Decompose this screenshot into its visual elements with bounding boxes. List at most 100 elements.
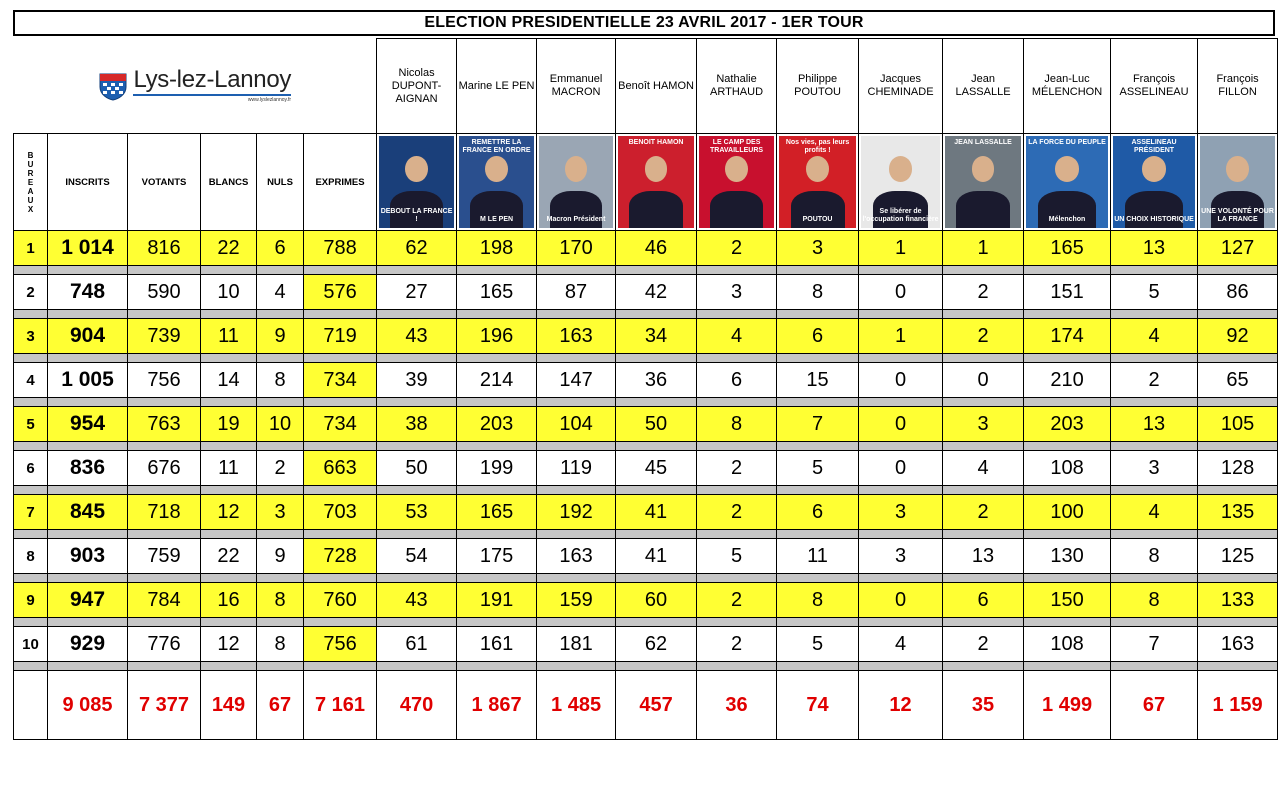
total-candidate-votes-8: 35 bbox=[942, 670, 1025, 740]
separator-cell bbox=[1023, 397, 1112, 407]
nuls-value: 8 bbox=[256, 362, 304, 398]
candidate-votes-6: 8 bbox=[776, 582, 860, 618]
total-candidate-votes-1: 470 bbox=[376, 670, 458, 740]
total-votants: 7 377 bbox=[127, 670, 201, 740]
portrait-body bbox=[470, 191, 523, 228]
separator-cell bbox=[13, 529, 48, 539]
candidate-votes-7: 1 bbox=[858, 318, 944, 354]
separator-cell bbox=[1197, 661, 1279, 671]
bureaux-letter: A bbox=[27, 186, 34, 196]
separator-cell bbox=[13, 573, 48, 583]
column-header-votants: VOTANTS bbox=[127, 133, 201, 231]
separator-cell bbox=[615, 661, 698, 671]
separator-cell bbox=[200, 661, 257, 671]
separator-cell bbox=[942, 661, 1025, 671]
separator-cell bbox=[1110, 309, 1199, 319]
separator-cell bbox=[536, 617, 617, 627]
candidate-votes-1: 62 bbox=[376, 230, 458, 266]
candidate-votes-3: 104 bbox=[536, 406, 617, 442]
candidate-votes-4: 41 bbox=[615, 538, 698, 574]
candidate-name-line: Marine LE PEN bbox=[458, 79, 535, 92]
separator-cell bbox=[200, 617, 257, 627]
separator-cell bbox=[376, 617, 458, 627]
candidate-votes-10: 8 bbox=[1110, 538, 1199, 574]
separator-cell bbox=[776, 617, 860, 627]
candidate-votes-3: 181 bbox=[536, 626, 617, 662]
total-candidate-votes-4: 457 bbox=[615, 670, 698, 740]
candidate-poster-image: REMETTRE LA FRANCE EN ORDRE M LE PEN bbox=[459, 136, 535, 228]
candidate-votes-7: 0 bbox=[858, 582, 944, 618]
candidate-poster-image: DEBOUT LA FRANCE ! bbox=[379, 136, 455, 228]
separator-cell bbox=[615, 397, 698, 407]
separator-cell bbox=[13, 441, 48, 451]
candidate-votes-6: 3 bbox=[776, 230, 860, 266]
exprimes-value: 703 bbox=[302, 494, 378, 530]
poster-caption: UNE VOLONTÉ POUR LA FRANCE bbox=[1201, 208, 1274, 223]
candidate-votes-10: 4 bbox=[1110, 494, 1199, 530]
total-inscrits: 9 085 bbox=[47, 670, 128, 740]
candidate-names-row: Lys-lez-Lannoy www.lyslezlannoy.fr Nicol… bbox=[13, 38, 1279, 134]
separator-cell bbox=[776, 573, 860, 583]
table-row: 7 845 718 12 3 703 53 165 192 41 2 6 3 2 100 4 135 bbox=[13, 494, 1279, 530]
separator-cell bbox=[302, 353, 378, 363]
portrait-head bbox=[1226, 156, 1249, 182]
portrait-body bbox=[872, 191, 929, 228]
separator-cell bbox=[456, 485, 538, 495]
votants-value: 784 bbox=[127, 582, 201, 618]
table-row: 2 748 590 10 4 576 27 165 87 42 3 8 0 2 151 5 86 bbox=[13, 274, 1279, 310]
candidate-votes-2: 199 bbox=[456, 450, 538, 486]
candidate-name-5: Nathalie ARTHAUD bbox=[696, 38, 778, 134]
exprimes-value: 788 bbox=[302, 230, 378, 266]
candidate-votes-4: 46 bbox=[615, 230, 698, 266]
candidate-votes-7: 0 bbox=[858, 274, 944, 310]
candidate-votes-7: 0 bbox=[858, 362, 944, 398]
separator-cell bbox=[1023, 441, 1112, 451]
candidate-votes-1: 54 bbox=[376, 538, 458, 574]
inscrits-value: 836 bbox=[47, 450, 128, 486]
separator-cell bbox=[456, 617, 538, 627]
portrait-body bbox=[550, 191, 602, 228]
separator-cell bbox=[1023, 573, 1112, 583]
inscrits-value: 748 bbox=[47, 274, 128, 310]
bureaux-letter: R bbox=[27, 168, 34, 178]
separator-cell bbox=[1023, 661, 1112, 671]
separator-cell bbox=[302, 265, 378, 275]
total-candidate-votes-11: 1 159 bbox=[1197, 670, 1279, 740]
portrait-head bbox=[1054, 156, 1080, 182]
candidate-votes-4: 36 bbox=[615, 362, 698, 398]
candidate-votes-8: 2 bbox=[942, 318, 1025, 354]
exprimes-value: 576 bbox=[302, 274, 378, 310]
separator-cell bbox=[942, 441, 1025, 451]
candidate-name-line: MACRON bbox=[551, 86, 601, 98]
row-separator bbox=[13, 617, 1279, 627]
separator-cell bbox=[1023, 309, 1112, 319]
separator-cell bbox=[376, 485, 458, 495]
separator-cell bbox=[536, 661, 617, 671]
candidate-votes-3: 87 bbox=[536, 274, 617, 310]
bureaux-letter: U bbox=[27, 159, 34, 169]
candidate-votes-7: 0 bbox=[858, 450, 944, 486]
poster-caption: Mélenchon bbox=[1048, 216, 1086, 223]
separator-cell bbox=[200, 573, 257, 583]
separator-cell bbox=[376, 529, 458, 539]
separator-cell bbox=[200, 529, 257, 539]
portrait-head bbox=[485, 156, 508, 182]
separator-cell bbox=[1110, 529, 1199, 539]
blancs-value: 12 bbox=[200, 494, 257, 530]
separator-cell bbox=[536, 529, 617, 539]
bureau-number: 4 bbox=[13, 362, 48, 398]
separator-cell bbox=[302, 397, 378, 407]
candidate-votes-2: 161 bbox=[456, 626, 538, 662]
separator-cell bbox=[456, 661, 538, 671]
candidate-votes-7: 1 bbox=[858, 230, 944, 266]
separator-cell bbox=[302, 617, 378, 627]
candidate-votes-10: 5 bbox=[1110, 274, 1199, 310]
separator-cell bbox=[256, 617, 304, 627]
candidate-votes-8: 13 bbox=[942, 538, 1025, 574]
candidate-poster-image: Se libérer de l'occupation financière bbox=[861, 136, 941, 228]
blancs-value: 14 bbox=[200, 362, 257, 398]
poster-slogan: LA FORCE DU PEUPLE bbox=[1028, 139, 1106, 146]
portrait-body bbox=[1125, 191, 1183, 228]
blancs-value: 19 bbox=[200, 406, 257, 442]
candidate-votes-9: 174 bbox=[1023, 318, 1112, 354]
